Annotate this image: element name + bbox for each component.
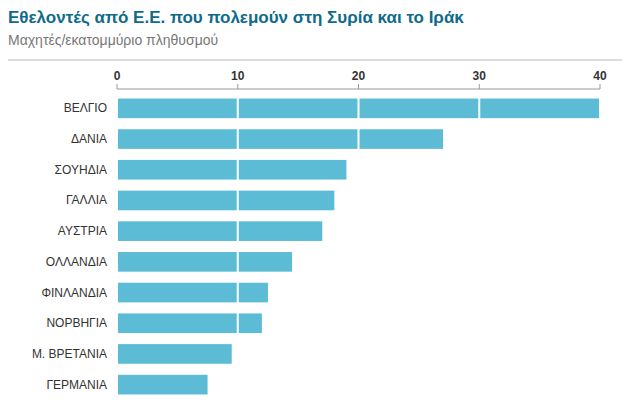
category-label: ΟΛΛΑΝΔΙΑ (46, 255, 107, 269)
grid-line (599, 93, 600, 400)
header-rule (8, 60, 622, 61)
x-tick-label: 40 (593, 69, 607, 83)
bar (117, 191, 334, 211)
x-tick (600, 84, 601, 89)
category-label: ΑΥΣΤΡΙΑ (58, 224, 107, 238)
x-tick-label: 20 (352, 69, 366, 83)
x-tick (479, 84, 480, 89)
subtitle: Μαχητές/εκατομμύριο πληθυσμού (8, 32, 218, 48)
x-tick-label: 0 (114, 69, 121, 83)
category-label: ΔΑΝΙΑ (71, 132, 107, 146)
x-tick (358, 84, 359, 89)
chart: Εθελοντές από Ε.Ε. που πολεμούν στη Συρί… (0, 0, 630, 420)
category-label: ΓΑΛΛΙΑ (66, 193, 107, 207)
bar (117, 221, 322, 241)
title: Εθελοντές από Ε.Ε. που πολεμούν στη Συρί… (8, 8, 464, 27)
bar (117, 344, 232, 364)
category-label: ΒΕΛΓΙΟ (64, 101, 107, 115)
bar (117, 283, 268, 303)
category-label: ΣΟΥΗΔΙΑ (55, 163, 107, 177)
x-tick-label: 10 (231, 69, 245, 83)
grid (117, 93, 600, 400)
bar (117, 129, 443, 149)
grid-line (358, 93, 360, 400)
bar (117, 160, 346, 180)
grid-line (478, 93, 480, 400)
category-label: ΦΙΝΛΑΝΔΙΑ (41, 286, 107, 300)
x-tick (237, 84, 238, 89)
x-tick-label: 30 (473, 69, 487, 83)
category-label: ΝΟΡΒΗΓΙΑ (46, 316, 107, 330)
category-label: Μ. ΒΡΕΤΑΝΙΑ (32, 347, 107, 361)
bar (117, 313, 262, 333)
bar (117, 252, 292, 272)
bar (117, 375, 208, 395)
x-tick (117, 84, 118, 89)
category-label: ΓΕΡΜΑΝΙΑ (46, 378, 107, 392)
grid-line (237, 93, 239, 400)
grid-line (117, 93, 118, 400)
